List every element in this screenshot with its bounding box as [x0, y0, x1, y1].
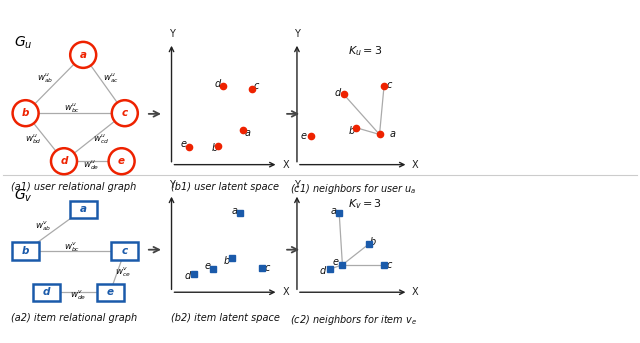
Text: $G_u$: $G_u$ — [14, 34, 33, 51]
Text: Y: Y — [168, 29, 175, 39]
Text: d: d — [320, 266, 326, 276]
Text: $w_{de}^u$: $w_{de}^u$ — [83, 158, 100, 172]
Text: e: e — [118, 156, 125, 166]
FancyBboxPatch shape — [97, 284, 124, 301]
Text: a: a — [245, 128, 251, 138]
Text: e: e — [180, 139, 186, 149]
Ellipse shape — [112, 100, 138, 126]
Text: Y: Y — [168, 180, 175, 190]
Text: (b2) item latent space: (b2) item latent space — [171, 313, 280, 323]
Ellipse shape — [51, 148, 77, 174]
Text: $w_{bd}^u$: $w_{bd}^u$ — [25, 133, 42, 146]
Text: $w_{ab}^v$: $w_{ab}^v$ — [35, 220, 52, 233]
Text: $w_{bc}^v$: $w_{bc}^v$ — [64, 240, 81, 254]
Text: b: b — [22, 108, 29, 118]
Text: X: X — [412, 287, 419, 297]
Text: $w_{de}^v$: $w_{de}^v$ — [70, 288, 86, 302]
Text: d: d — [42, 287, 50, 297]
Text: a: a — [80, 50, 86, 60]
Text: (b1) user latent space: (b1) user latent space — [172, 182, 279, 192]
Text: X: X — [282, 159, 289, 170]
Text: X: X — [282, 287, 289, 297]
Text: b: b — [211, 143, 218, 153]
FancyBboxPatch shape — [111, 243, 138, 260]
Ellipse shape — [70, 42, 96, 68]
Text: c: c — [387, 80, 392, 90]
Text: (a1) user relational graph: (a1) user relational graph — [11, 182, 136, 192]
Text: d: d — [184, 271, 191, 281]
Text: d: d — [214, 79, 221, 89]
Text: a: a — [389, 129, 395, 140]
Text: $w_{ce}^v$: $w_{ce}^v$ — [115, 266, 131, 280]
Text: (c1) neighbors for user $u_a$: (c1) neighbors for user $u_a$ — [290, 182, 417, 196]
Ellipse shape — [13, 100, 38, 126]
Text: $w_{ac}^u$: $w_{ac}^u$ — [103, 71, 118, 85]
Text: (a2) item relational graph: (a2) item relational graph — [10, 313, 137, 323]
Text: (c2) neighbors for item $v_e$: (c2) neighbors for item $v_e$ — [290, 313, 417, 327]
Text: b: b — [22, 246, 29, 256]
Text: $w_{ab}^u$: $w_{ab}^u$ — [36, 71, 53, 85]
Text: $w_{cd}^u$: $w_{cd}^u$ — [93, 133, 109, 146]
Text: c: c — [122, 246, 128, 256]
Text: c: c — [387, 260, 392, 270]
Text: $w_{bc}^u$: $w_{bc}^u$ — [64, 102, 81, 116]
Text: Y: Y — [294, 29, 300, 39]
Text: e: e — [107, 287, 113, 297]
Text: Y: Y — [294, 180, 300, 190]
Text: c: c — [254, 81, 259, 92]
FancyBboxPatch shape — [70, 201, 97, 218]
FancyBboxPatch shape — [33, 284, 60, 301]
Text: c: c — [122, 108, 128, 118]
Text: a: a — [232, 205, 237, 216]
Text: d: d — [334, 87, 340, 98]
Text: $G_v$: $G_v$ — [14, 188, 33, 204]
Text: d: d — [60, 156, 68, 166]
Text: b: b — [224, 256, 230, 266]
Text: a: a — [80, 204, 86, 214]
Text: X: X — [412, 159, 419, 170]
Text: a: a — [330, 205, 336, 216]
Text: b: b — [370, 237, 376, 247]
Text: $K_v = 3$: $K_v = 3$ — [348, 197, 382, 211]
Text: b: b — [348, 126, 355, 136]
Text: $K_u = 3$: $K_u = 3$ — [348, 45, 382, 58]
FancyBboxPatch shape — [12, 243, 39, 260]
Ellipse shape — [109, 148, 134, 174]
Text: e: e — [333, 257, 339, 267]
Text: e: e — [205, 261, 211, 271]
Text: c: c — [265, 262, 270, 273]
Text: e: e — [301, 131, 307, 141]
